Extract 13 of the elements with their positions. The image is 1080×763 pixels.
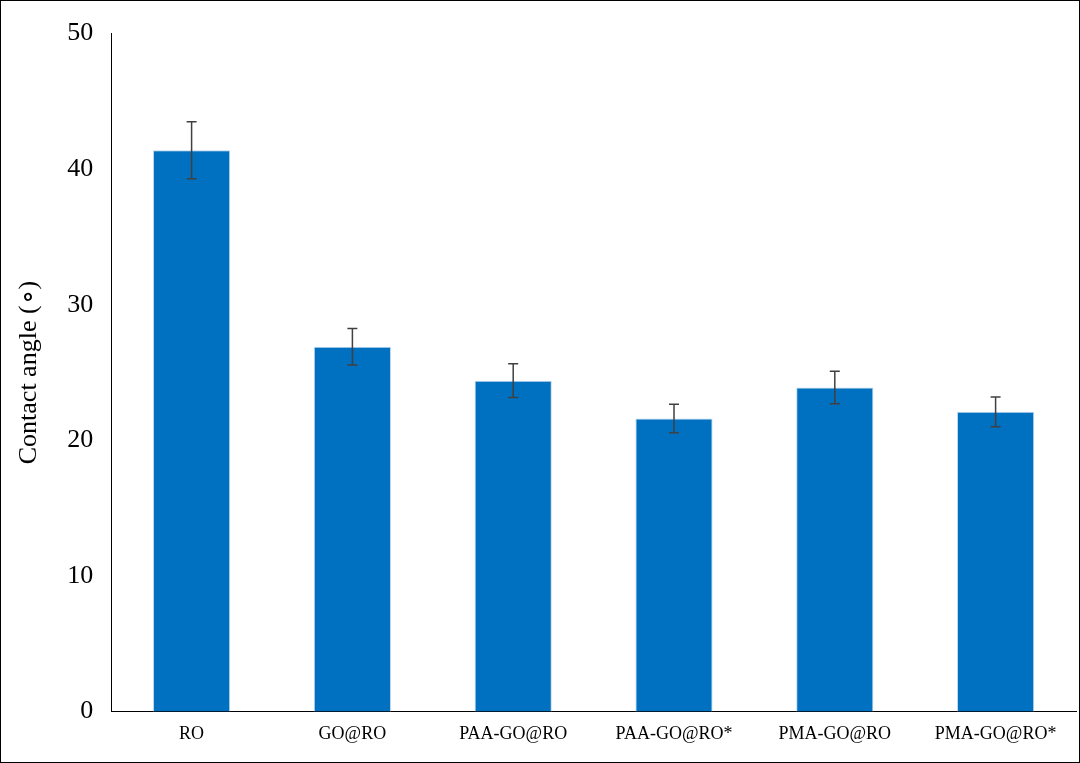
y-tick-label: 20 [67, 424, 94, 454]
y-tick-label: 40 [67, 152, 94, 182]
x-tick-label: RO [179, 722, 205, 743]
y-tick-label: 10 [67, 559, 94, 589]
x-tick-label: PMA-GO@RO [778, 722, 892, 743]
y-axis-title: Contact angle (∘) [13, 280, 43, 465]
y-tick-label: 0 [80, 695, 94, 725]
x-tick-label: PMA-GO@RO* [934, 722, 1057, 743]
y-tick-label: 50 [67, 17, 94, 47]
x-tick-label: PAA-GO@RO* [615, 722, 733, 743]
y-tick-label: 30 [67, 288, 94, 318]
x-tick-label: PAA-GO@RO [459, 722, 568, 743]
x-tick-label: GO@RO [318, 722, 387, 743]
